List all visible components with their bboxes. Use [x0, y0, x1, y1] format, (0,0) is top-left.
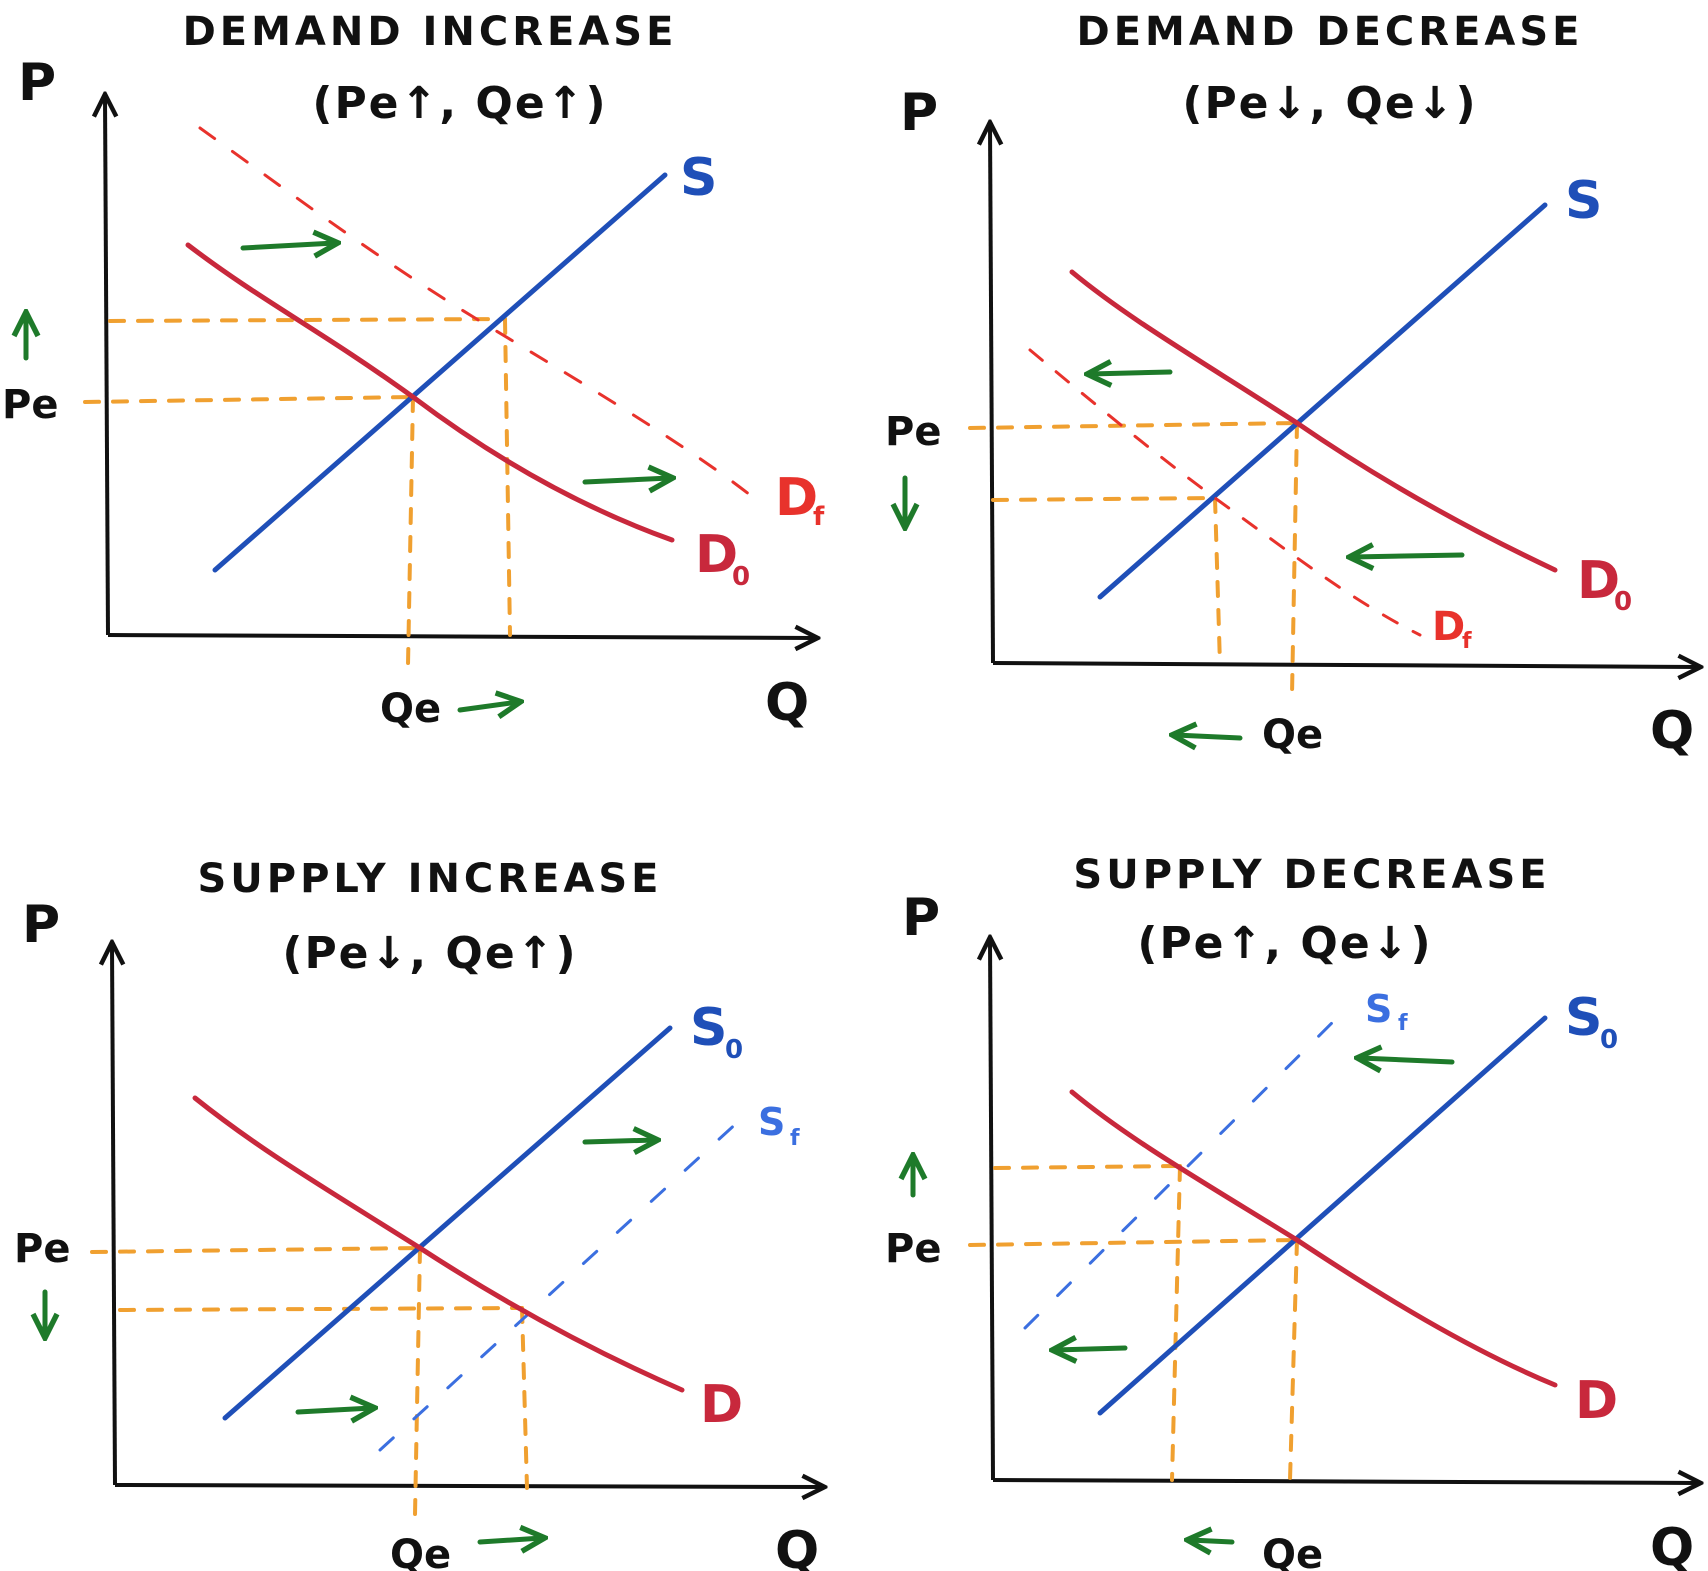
price-axis: [990, 940, 993, 1481]
panel-subtitle: (Pe↓, Qe↓): [1182, 78, 1477, 129]
supply-original-subscript: 0: [725, 1035, 743, 1065]
qe-label: Qe: [1262, 712, 1323, 758]
demand-curve: [1069, 1089, 1558, 1388]
panel-supply-increase: SUPPLY INCREASE (Pe↓, Qe↑) P Q S 0 S f D…: [14, 856, 822, 1571]
supply-shifted-subscript: f: [1398, 1011, 1408, 1036]
panel-title: SUPPLY DECREASE: [1073, 852, 1550, 898]
quantity-axis-label: Q: [1650, 701, 1694, 761]
shift-right-arrow-icon: [582, 1140, 655, 1142]
shift-arrows: [913, 1058, 1455, 1542]
supply-original-label: S: [1565, 988, 1602, 1048]
equilibrium-guides: [83, 317, 512, 667]
quantity-axis-label: Q: [1650, 1518, 1694, 1571]
panel-demand-decrease: DEMAND DECREASE (Pe↓, Qe↓) P Q S D 0 D f…: [885, 9, 1698, 761]
panel-title: DEMAND INCREASE: [183, 9, 678, 55]
shift-left-arrow-icon: [1352, 555, 1465, 557]
demand-curve-shifted: [1028, 348, 1422, 637]
panel-subtitle: (Pe↑, Qe↓): [1137, 918, 1432, 969]
demand-original-label: D: [695, 525, 738, 585]
qe-left-arrow-icon: [1190, 1540, 1235, 1542]
supply-shifted-subscript: f: [790, 1126, 800, 1151]
panel-demand-increase: DEMAND INCREASE (Pe↑, Qe↑) P Q S D 0 D f: [2, 9, 825, 733]
qe-right-arrow-icon: [477, 1538, 542, 1542]
quantity-axis-label: Q: [775, 1521, 819, 1571]
panel-title: DEMAND DECREASE: [1077, 9, 1584, 55]
demand-original-subscript: 0: [1614, 587, 1632, 617]
supply-curve-shifted: [378, 1118, 742, 1452]
supply-original-label: S: [690, 998, 727, 1058]
supply-original-subscript: 0: [1600, 1025, 1618, 1055]
demand-curve-shifted: [198, 126, 752, 497]
price-axis: [112, 945, 115, 1486]
supply-curve: [212, 172, 668, 573]
shift-right-arrow-icon: [240, 243, 335, 248]
shift-arrows: [26, 243, 670, 710]
qe-label: Qe: [390, 1532, 451, 1571]
supply-shifted-label: S: [1365, 987, 1392, 1031]
supply-curve-label: S: [1565, 171, 1602, 231]
equilibrium-guides: [90, 1246, 529, 1517]
pe-label: Pe: [885, 409, 941, 455]
equilibrium-guides: [968, 1164, 1299, 1482]
qe-label: Qe: [380, 686, 441, 732]
supply-curve-original: [1097, 1015, 1548, 1416]
equilibrium-guides: [968, 421, 1299, 697]
qe-label: Qe: [1262, 1532, 1323, 1571]
pe-label: Pe: [14, 1226, 70, 1272]
quantity-axis-label: Q: [765, 673, 809, 733]
price-axis-label: P: [22, 895, 60, 955]
supply-curve-label: S: [680, 148, 717, 208]
demand-curve: [192, 1095, 685, 1393]
quantity-axis: [992, 1480, 1698, 1483]
pe-label: Pe: [2, 382, 58, 428]
panel-title: SUPPLY INCREASE: [198, 856, 663, 902]
shift-left-arrow-icon: [1055, 1348, 1128, 1350]
demand-shifted-subscript: f: [813, 502, 825, 532]
price-axis-label: P: [902, 888, 940, 948]
shift-right-arrow-icon: [295, 1408, 372, 1412]
shift-left-arrow-icon: [1360, 1058, 1455, 1062]
price-axis: [990, 125, 993, 664]
demand-curve-original: [1069, 269, 1558, 573]
pe-label: Pe: [885, 1226, 941, 1272]
supply-curve-original: [222, 1025, 673, 1421]
supply-curve-shifted: [1023, 1003, 1352, 1330]
demand-label: D: [1575, 1371, 1618, 1431]
shift-right-arrow-icon: [582, 478, 670, 482]
quantity-axis: [992, 663, 1698, 667]
price-axis-label: P: [900, 83, 938, 143]
price-axis-label: P: [18, 53, 56, 113]
demand-shifted-subscript: f: [1462, 629, 1472, 654]
demand-shifted-label: D: [1432, 604, 1465, 650]
demand-label: D: [700, 1375, 743, 1435]
demand-curve-original: [185, 242, 675, 543]
shift-arrows: [905, 372, 1465, 738]
shift-arrows: [45, 1140, 655, 1542]
shift-left-arrow-icon: [1090, 372, 1173, 374]
quantity-axis: [107, 635, 815, 638]
demand-original-label: D: [1577, 551, 1620, 611]
quantity-axis: [114, 1485, 822, 1487]
supply-curve: [1097, 202, 1548, 600]
qe-left-arrow-icon: [1175, 735, 1243, 738]
panel-supply-decrease: SUPPLY DECREASE (Pe↑, Qe↓) P Q S 0 S f D…: [885, 852, 1698, 1571]
panel-subtitle: (Pe↓, Qe↑): [282, 928, 577, 979]
price-axis: [105, 97, 108, 636]
demand-shifted-label: D: [775, 468, 818, 528]
demand-original-subscript: 0: [732, 562, 750, 592]
panel-subtitle: (Pe↑, Qe↑): [312, 78, 607, 129]
qe-right-arrow-icon: [457, 702, 518, 710]
supply-shifted-label: S: [758, 1100, 785, 1144]
